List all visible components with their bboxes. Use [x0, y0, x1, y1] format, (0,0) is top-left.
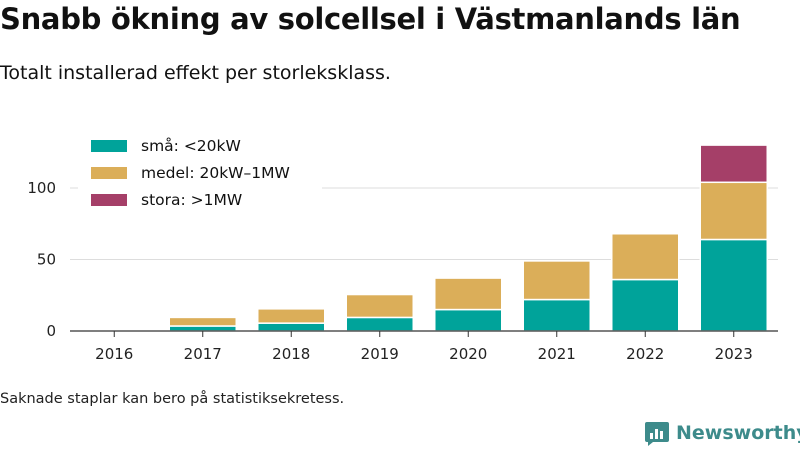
y-tick-label: 0	[46, 322, 56, 340]
x-tick-label: 2016	[95, 345, 133, 363]
bar-segment	[699, 238, 768, 332]
x-tick-label: 2021	[538, 345, 576, 363]
bar-segment	[168, 325, 237, 332]
bar-segment	[699, 144, 768, 184]
chart-subtitle: Totalt installerad effekt per storlekskl…	[0, 62, 391, 84]
footnote: Saknade staplar kan bero på statistiksek…	[0, 391, 345, 407]
bar-segment	[611, 278, 680, 332]
bar-segment	[345, 316, 414, 332]
y-tick-label: 100	[27, 179, 56, 197]
newsworthy-logo-icon	[645, 422, 669, 446]
x-tick-label: 2020	[449, 345, 487, 363]
brand-name: Newsworthy	[676, 422, 800, 444]
bar-segment	[699, 181, 768, 241]
bar-segment	[257, 322, 326, 332]
bar-segment	[611, 233, 680, 281]
y-tick-label: 50	[37, 251, 56, 269]
bar-segment	[257, 308, 326, 324]
x-tick-label: 2019	[361, 345, 399, 363]
bar-segment	[522, 260, 591, 301]
legend-swatch	[91, 167, 127, 179]
brand-logo: Newsworthy	[644, 420, 800, 446]
legend-label: medel: 20kW–1MW	[141, 164, 290, 182]
bar-segment	[522, 298, 591, 332]
chart-title: Snabb ökning av solcellsel i Västmanland…	[0, 2, 741, 36]
x-tick-label: 2023	[715, 345, 753, 363]
bar-segment	[168, 316, 237, 327]
legend-label: små: <20kW	[141, 137, 241, 155]
x-tick-label: 2017	[184, 345, 222, 363]
legend-swatch	[91, 194, 127, 206]
bar-segment	[434, 277, 503, 311]
x-tick-label: 2018	[272, 345, 310, 363]
stacked-bar-chart: 0 50 100 2016 2017 2018 2019 2020 2021 2022 2023 s…	[27, 137, 778, 363]
legend-label: stora: >1MW	[141, 191, 242, 209]
bar-segment	[345, 293, 414, 319]
bar-segment	[434, 308, 503, 332]
legend-swatch	[91, 140, 127, 152]
x-tick-label: 2022	[626, 345, 664, 363]
